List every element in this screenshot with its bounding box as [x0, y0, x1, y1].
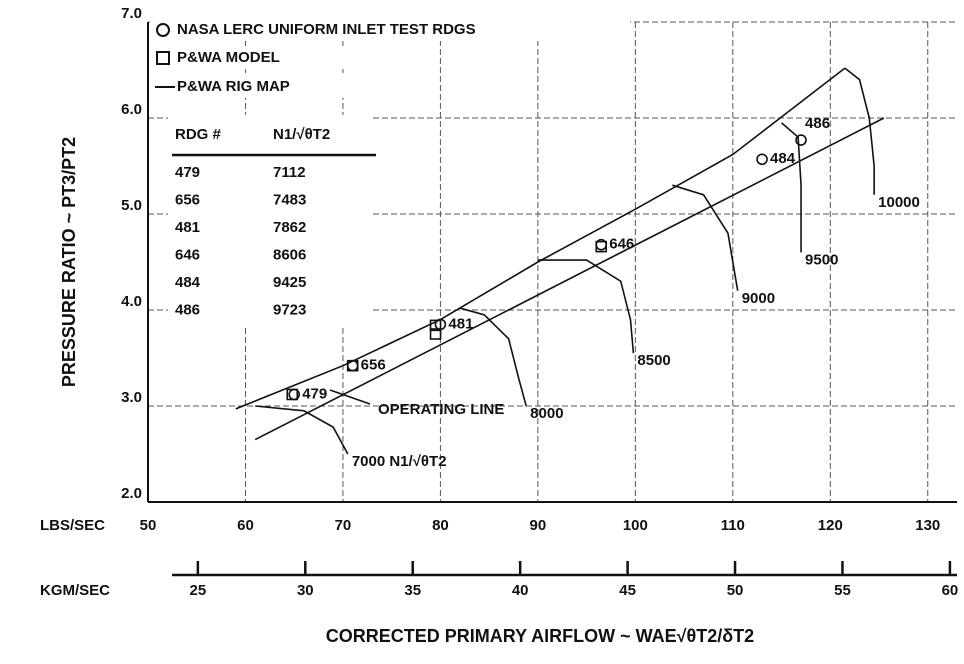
legend-label: P&WA RIG MAP [177, 78, 290, 95]
point-label: 646 [609, 236, 634, 253]
table-cell: 486 [175, 301, 200, 318]
y-tick-label: 6.0 [121, 101, 142, 118]
x-tick-label: 50 [140, 517, 157, 534]
speed-line [672, 184, 739, 291]
legend-marker [156, 23, 170, 37]
legend-label: P&WA MODEL [177, 49, 280, 66]
point-label: 656 [361, 357, 386, 374]
x-unit: LBS/SEC [40, 517, 105, 534]
operating-line-pointer [329, 389, 371, 405]
y-tick-label: 7.0 [121, 5, 142, 22]
speed-line-label: 9500 [805, 251, 838, 268]
table-cell: 7862 [273, 219, 306, 236]
x2-tick-label: 45 [619, 582, 636, 599]
x-tick-label: 70 [335, 517, 352, 534]
table-cell: 646 [175, 246, 200, 263]
model-point [595, 240, 608, 253]
x2-tick-label: 35 [404, 582, 421, 599]
table-bg [168, 115, 373, 325]
table-cell: 7112 [273, 164, 306, 181]
model-point [286, 388, 299, 401]
rig-map-line [235, 67, 846, 410]
test-point [756, 153, 768, 166]
speed-line-label: 9000 [742, 290, 775, 307]
point-label: 486 [805, 115, 830, 132]
x-tick-label: 90 [530, 517, 547, 534]
speed-line-label: 10000 [878, 194, 920, 211]
x2-tick-label: 25 [190, 582, 207, 599]
table-cell: 9425 [273, 274, 306, 291]
x2-tick-label: 60 [942, 582, 959, 599]
table-cell: 9723 [273, 301, 306, 318]
x-tick-label: 110 [721, 517, 745, 534]
operating-line-label: OPERATING LINE [378, 401, 504, 418]
legend-bg [150, 76, 360, 98]
x-tick-label: 130 [915, 517, 940, 534]
x-tick-label: 60 [237, 517, 254, 534]
x2-tick-label: 50 [727, 582, 744, 599]
table-header: N1/√θT2 [273, 126, 330, 143]
point-label: 481 [448, 315, 473, 332]
x-axis-label: CORRECTED PRIMARY AIRFLOW ~ WAE√θT2/δT2 [326, 626, 754, 646]
legend-bg [150, 19, 630, 41]
x2-tick-label: 55 [834, 582, 851, 599]
table-cell: 7483 [273, 191, 306, 208]
x-tick-label: 120 [818, 517, 843, 534]
speed-line-label: 8500 [637, 352, 670, 369]
table-cell: 484 [175, 274, 201, 291]
table-cell: 8606 [273, 246, 306, 263]
point-label: 484 [770, 150, 796, 167]
y-tick-label: 2.0 [121, 485, 142, 502]
x-tick-label: 100 [623, 517, 648, 534]
speed-line [844, 67, 875, 195]
table-cell: 479 [175, 164, 200, 181]
x2-tick-label: 30 [297, 582, 314, 599]
legend-marker [156, 51, 170, 65]
point-label: 479 [302, 385, 327, 402]
speed-line-label: 8000 [530, 405, 563, 422]
y-tick-label: 5.0 [121, 197, 142, 214]
model-point [429, 328, 442, 340]
x-tick-label: 80 [432, 517, 449, 534]
test-point [795, 134, 807, 146]
speed-line-label: 7000 N1/√θT2 [352, 453, 447, 470]
operating-line [254, 117, 885, 441]
model-point [429, 319, 442, 332]
legend-label: NASA LERC UNIFORM INLET TEST RDGS [177, 21, 476, 38]
y-axis-label: PRESSURE RATIO ~ PT3/PT2 [59, 137, 79, 387]
legend-bg [150, 47, 360, 69]
table-header: RDG # [175, 126, 222, 143]
table-cell: 656 [175, 191, 200, 208]
speed-line [781, 122, 802, 253]
y-tick-label: 3.0 [121, 389, 142, 406]
y-tick-label: 4.0 [121, 293, 142, 310]
x2-tick-label: 40 [512, 582, 529, 599]
table-cell: 481 [175, 219, 200, 236]
speed-line [459, 307, 527, 407]
x2-unit: KGM/SEC [40, 582, 110, 599]
speed-line [255, 405, 349, 455]
speed-line [537, 259, 635, 354]
